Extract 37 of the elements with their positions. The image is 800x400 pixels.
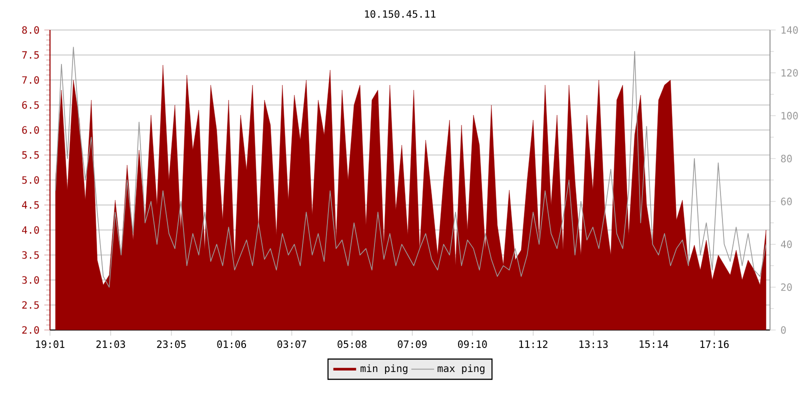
- y-tick-label: 5.0: [22, 176, 39, 184]
- y-tick-label: 3.5: [22, 251, 39, 259]
- x-tick-label: 17:16: [700, 340, 729, 348]
- x-tick-label: 03:07: [277, 340, 306, 348]
- x-tick-label: 21:03: [96, 340, 126, 348]
- x-tick-label: 01:06: [217, 340, 246, 348]
- y-tick-label: 7.0: [22, 76, 39, 84]
- x-tick-label: 15:14: [640, 340, 668, 348]
- y2-tick-label: 20: [781, 283, 792, 291]
- y-tick-label: 2.5: [22, 301, 39, 309]
- y-tick-label: 5.5: [22, 151, 39, 159]
- y2-tick-label: 0: [781, 326, 786, 334]
- y-tick-label: 6.5: [22, 101, 39, 109]
- x-tick-label: 11:12: [519, 340, 548, 348]
- legend-label: max ping: [438, 364, 484, 374]
- x-tick-label: 09:10: [458, 340, 487, 348]
- y2-tick-label: 100: [782, 112, 798, 120]
- y-tick-label: 4.0: [22, 226, 39, 234]
- y-tick-label: 3.0: [22, 276, 39, 284]
- legend-label: min ping: [360, 364, 408, 374]
- x-tick-label: 19:01: [36, 340, 64, 348]
- line-series: [55, 46, 766, 288]
- x-tick-label: 13:13: [580, 340, 608, 348]
- y2-tick-label: 120: [782, 69, 798, 77]
- y-tick-label: 6.0: [22, 126, 39, 134]
- x-tick-label: 23:05: [157, 340, 186, 348]
- x-tick-label: 07:09: [398, 340, 427, 348]
- x-tick-label: 05:08: [338, 340, 366, 348]
- y-tick-label: 7.5: [22, 51, 39, 59]
- y-tick-label: 2.0: [22, 326, 39, 334]
- y-tick-label: 8.0: [22, 26, 39, 34]
- y-tick-label: 4.5: [22, 201, 39, 209]
- y2-tick-label: 140: [782, 26, 798, 34]
- y2-tick-label: 40: [780, 240, 792, 248]
- y2-tick-label: 60: [781, 198, 792, 206]
- y2-tick-label: 80: [781, 154, 792, 162]
- chart-title: 10.150.45.11: [365, 10, 436, 18]
